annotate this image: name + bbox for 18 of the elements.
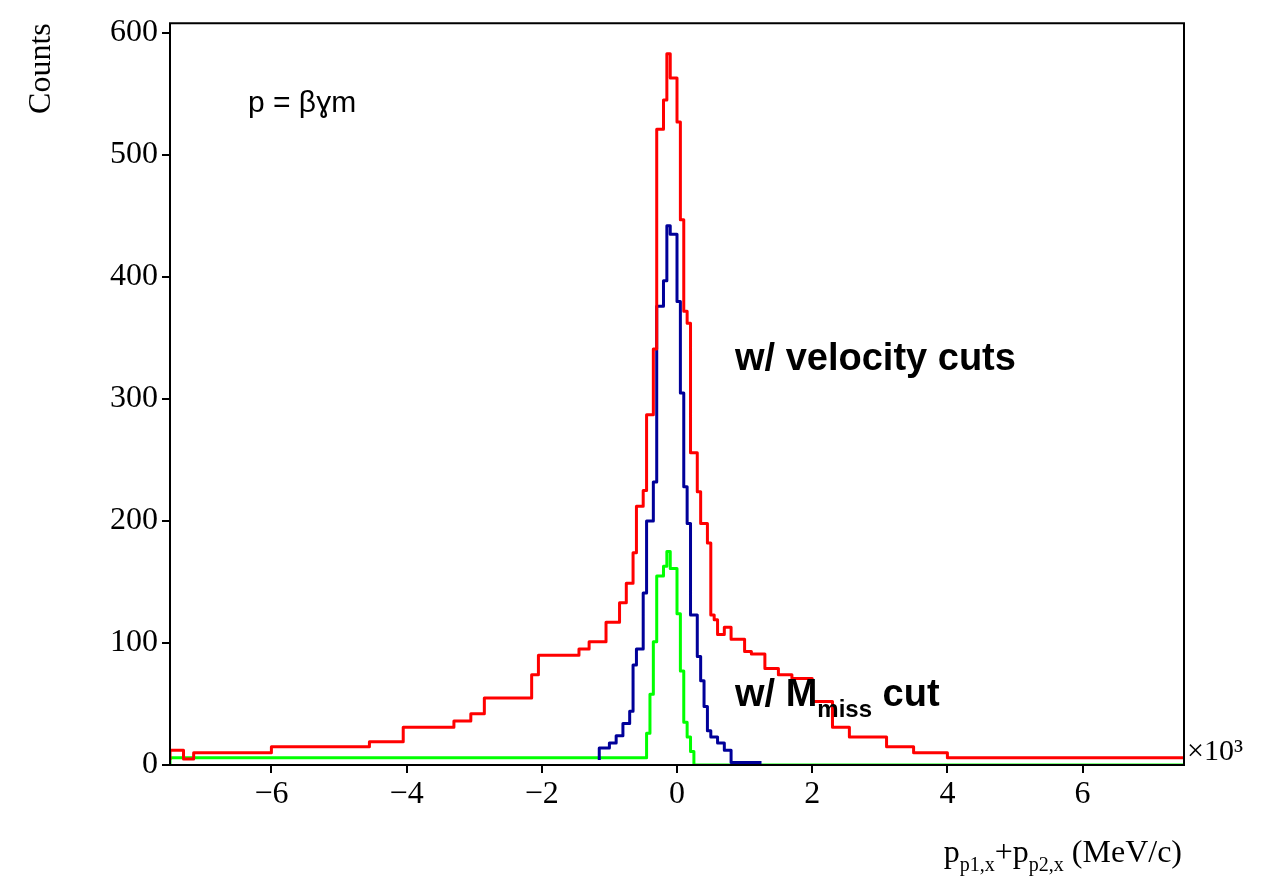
x-tick-label: 6 [1074, 773, 1091, 810]
y-tick-label: 200 [110, 500, 158, 537]
text: ×10³ [1187, 733, 1243, 766]
y-axis-title: Counts [21, 23, 57, 114]
x-tick-label: 0 [669, 773, 685, 810]
x-tick-label: −2 [524, 773, 559, 810]
annotation: w/ velocity cuts [734, 336, 1016, 378]
y-tick-label: 0 [142, 744, 158, 781]
annotation: p = βɣm [248, 85, 357, 118]
y-tick-label: 100 [110, 622, 158, 659]
y-tick-label: 600 [110, 12, 158, 49]
x-tick-label: −6 [254, 773, 289, 810]
x-tick-label: 2 [804, 773, 821, 810]
y-tick-label: 300 [110, 378, 158, 415]
y-tick-label: 400 [110, 256, 158, 293]
y-tick-label: 500 [110, 134, 158, 171]
x-tick-label: 4 [939, 773, 956, 810]
x-tick-label: −4 [389, 773, 424, 810]
